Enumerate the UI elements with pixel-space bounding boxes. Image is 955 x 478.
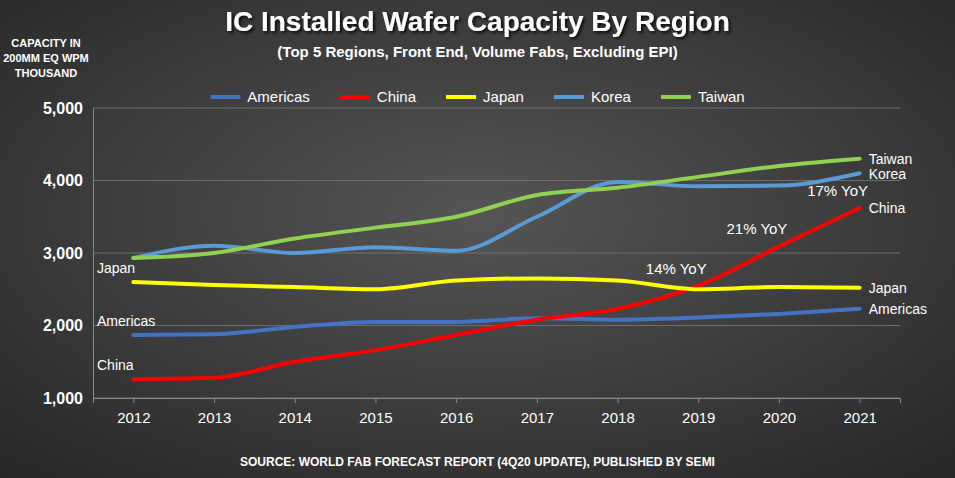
y-tick-label: 4,000: [43, 172, 83, 189]
x-tick-label: 2013: [198, 409, 231, 426]
legend: Americas China Japan Korea Taiwan: [210, 88, 744, 105]
legend-swatch: [340, 95, 370, 99]
x-tick: 2015: [359, 398, 392, 426]
subtitle: (Top 5 Regions, Front End, Volume Fabs, …: [277, 43, 677, 60]
y-tick: 4,000: [43, 172, 93, 189]
series-end-label: Americas: [869, 301, 927, 317]
legend-item: Americas: [210, 88, 310, 105]
y-tick-label: 5,000: [43, 100, 83, 117]
grid-line: [93, 108, 900, 109]
x-tick-mark: [537, 398, 538, 403]
y-tick: 1,000: [43, 390, 93, 407]
series-line: [133, 278, 859, 289]
legend-swatch: [661, 95, 691, 99]
x-tick-mark: [698, 398, 699, 403]
x-tick-label: 2015: [359, 409, 392, 426]
series-start-label: Japan: [97, 260, 135, 276]
x-tick-mark: [133, 398, 134, 403]
series-start-label: China: [97, 357, 134, 373]
legend-label: Americas: [247, 88, 310, 105]
legend-swatch: [554, 95, 584, 99]
y-axis: 1,000 2,000 3,000 4,000 5,000: [43, 100, 94, 407]
annotation: 21% YoY: [726, 220, 787, 237]
y-axis-line: [93, 109, 94, 399]
x-tick: 2021: [843, 398, 876, 426]
x-tick-label: 2012: [117, 409, 150, 426]
series-end-label: Japan: [869, 280, 907, 296]
y-tick-label: 2,000: [43, 317, 83, 334]
x-tick-label: 2019: [682, 409, 715, 426]
x-tick: 2020: [763, 398, 796, 426]
legend-item: Korea: [554, 88, 632, 105]
x-tick: 2012: [117, 398, 150, 426]
y-tick-label: 3,000: [43, 245, 83, 262]
y-tick: 3,000: [43, 245, 93, 262]
x-axis: 2012 2013 2014 2015 2016 2017 2018 2019 2020 2021: [94, 398, 901, 426]
x-tick-label: 2016: [440, 409, 473, 426]
x-tick-label: 2017: [521, 409, 554, 426]
series-line: [133, 159, 859, 258]
x-tick: 2013: [198, 398, 231, 426]
x-tick-label: 2021: [843, 409, 876, 426]
series-end-label: Taiwan: [869, 151, 913, 167]
y-tick: 5,000: [43, 100, 93, 117]
x-tick-mark: [214, 398, 215, 403]
chart-svg: 1,0002,0003,0004,0005,000201220132014201…: [0, 0, 955, 478]
x-tick-mark: [295, 398, 296, 403]
legend-label: Taiwan: [698, 88, 745, 105]
series-line: [133, 208, 859, 379]
x-tick: 2019: [682, 398, 715, 426]
x-tick: 2017: [521, 398, 554, 426]
x-tick-mark: [860, 398, 861, 403]
x-tick-mark: [779, 398, 780, 403]
chart-container: 1,0002,0003,0004,0005,000201220132014201…: [0, 0, 955, 478]
legend-label: Japan: [483, 88, 524, 105]
x-tick-mark: [456, 398, 457, 403]
x-tick-label: 2018: [601, 409, 634, 426]
x-tick-mark: [375, 398, 376, 403]
legend-label: China: [377, 88, 417, 105]
x-tick: 2016: [440, 398, 473, 426]
grid-line: [93, 180, 900, 181]
legend-swatch: [446, 95, 476, 99]
series-line: [133, 173, 859, 258]
y-tick-label: 1,000: [43, 390, 83, 407]
legend-item: China: [340, 88, 417, 105]
y-axis-title: CAPACITY IN200MM EQ WPMTHOUSAND: [3, 37, 89, 79]
x-tick-label: 2014: [279, 409, 312, 426]
title: IC Installed Wafer Capacity By Region: [225, 6, 730, 37]
y-tick: 2,000: [43, 317, 93, 334]
x-tick-mark: [618, 398, 619, 403]
legend-swatch: [210, 95, 240, 99]
series-start-label: Americas: [97, 313, 155, 329]
annotation: 14% YoY: [646, 260, 707, 277]
source-note: SOURCE: WORLD FAB FORECAST REPORT (4Q20 …: [240, 455, 715, 469]
x-tick-label: 2020: [763, 409, 796, 426]
legend-item: Japan: [446, 88, 524, 105]
annotation: 17% YoY: [807, 182, 868, 199]
background: [0, 0, 955, 478]
x-tick: 2018: [601, 398, 634, 426]
grid: [93, 108, 900, 398]
plot-area: [133, 159, 859, 379]
series-end-label: Korea: [869, 166, 907, 182]
legend-label: Korea: [591, 88, 632, 105]
series-end-label: China: [869, 200, 906, 216]
x-tick: 2014: [279, 398, 312, 426]
series-line: [133, 309, 859, 335]
x-axis-line: [94, 399, 901, 404]
legend-item: Taiwan: [661, 88, 745, 105]
